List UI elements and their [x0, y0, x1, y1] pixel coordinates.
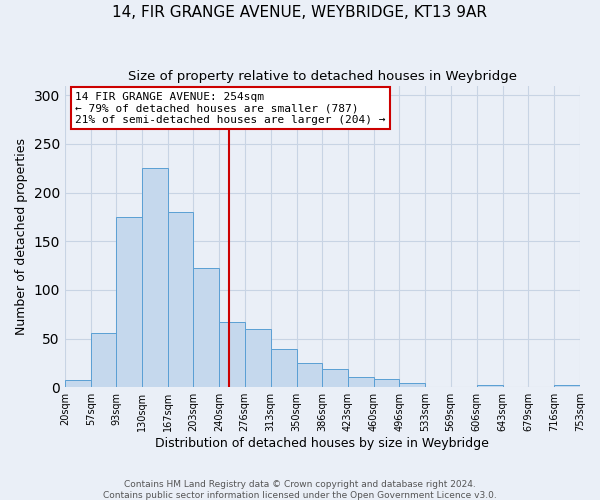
Bar: [297, 363, 322, 387]
Bar: [91, 332, 116, 387]
Bar: [142, 168, 168, 387]
Bar: [193, 268, 220, 387]
Bar: [322, 368, 348, 387]
Bar: [271, 350, 297, 387]
Text: Contains HM Land Registry data © Crown copyright and database right 2024.
Contai: Contains HM Land Registry data © Crown c…: [103, 480, 497, 500]
Bar: [554, 386, 580, 387]
Bar: [400, 384, 425, 387]
Bar: [245, 329, 271, 387]
Text: 14, FIR GRANGE AVENUE, WEYBRIDGE, KT13 9AR: 14, FIR GRANGE AVENUE, WEYBRIDGE, KT13 9…: [113, 5, 487, 20]
Bar: [476, 386, 503, 387]
Text: 14 FIR GRANGE AVENUE: 254sqm
← 79% of detached houses are smaller (787)
21% of s: 14 FIR GRANGE AVENUE: 254sqm ← 79% of de…: [75, 92, 386, 125]
Bar: [374, 380, 400, 387]
Bar: [220, 322, 245, 387]
Bar: [65, 380, 91, 387]
Bar: [168, 212, 193, 387]
X-axis label: Distribution of detached houses by size in Weybridge: Distribution of detached houses by size …: [155, 437, 490, 450]
Title: Size of property relative to detached houses in Weybridge: Size of property relative to detached ho…: [128, 70, 517, 83]
Y-axis label: Number of detached properties: Number of detached properties: [15, 138, 28, 335]
Bar: [348, 378, 374, 387]
Bar: [116, 217, 142, 387]
